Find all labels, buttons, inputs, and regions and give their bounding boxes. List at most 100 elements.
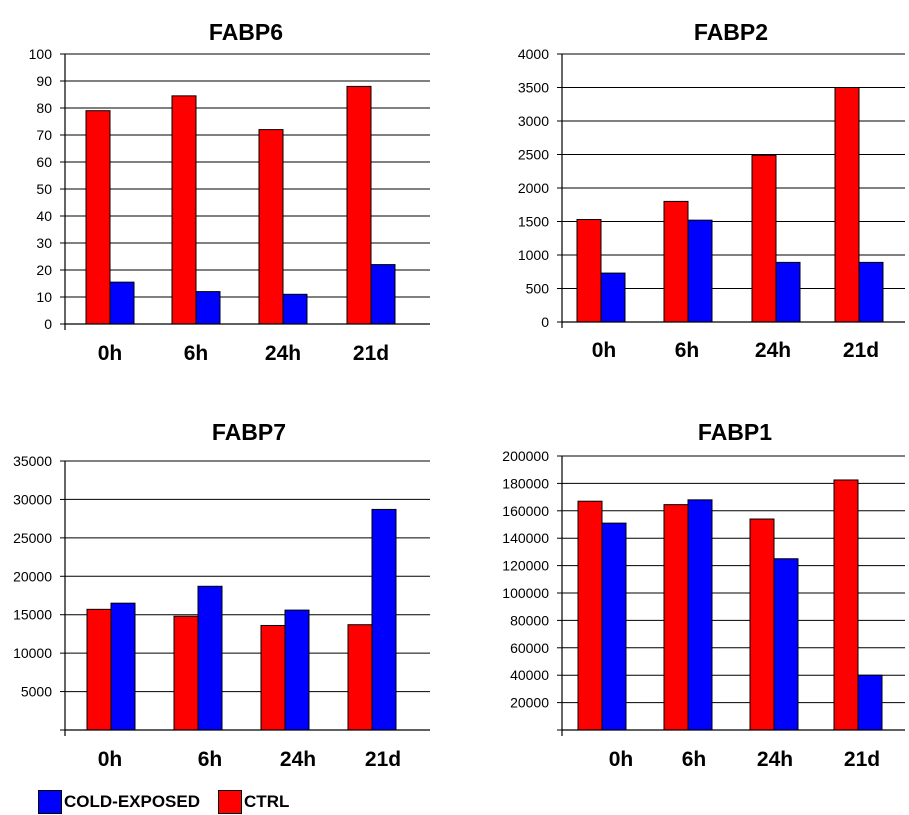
bar-ctrl-24h [749,518,775,731]
legend-item-ctrl: CTRL [218,790,289,814]
y-tick-label: 1000 [518,247,549,263]
legend-item-cold: COLD-EXPOSED [38,790,200,814]
chart-title: FABP1 [698,419,772,445]
x-tick-label: 24h [265,342,301,365]
y-tick-label: 2000 [518,180,549,196]
chart-panel-fabp7: FABP7 5000 10000 15000 20000 25000 30000 35000 0… [13,419,430,771]
bar-ctrl-21d [833,479,859,731]
x-tick-label: 21d [843,339,879,362]
y-tick-label: 0 [541,314,549,330]
x-tick-label: 21d [844,748,880,771]
y-tick-label: 3000 [518,113,549,129]
legend-swatch-cold [38,790,62,814]
bar-cold-exposed-24h [284,609,310,731]
bar-cold-exposed-24h [773,558,799,731]
legend-label-cold: COLD-EXPOSED [64,792,201,811]
bar-cold-exposed-21d [370,264,396,325]
x-tick-label: 0h [609,748,634,771]
bar-cold-exposed-0h [109,281,135,325]
bar-cold-exposed-24h [775,261,801,323]
bar-cold-exposed-24h [282,293,308,325]
bar-cold-exposed-21d [371,508,397,731]
bar-ctrl-21d [346,85,372,325]
y-tick-label: 70 [36,127,52,143]
y-tick-label: 5000 [21,684,52,700]
chart-legend: COLD-EXPOSED CTRL [38,790,307,814]
bar-cold-exposed-6h [197,585,223,731]
chart-panel-fabp1: FABP1 20000 40000 60000 80000 100000 120000 140… [502,419,905,771]
bar-cold-exposed-0h [110,602,136,731]
x-tick-label: 6h [184,342,209,365]
x-tick-label: 0h [98,342,123,365]
y-tick-label: 140000 [502,530,549,546]
bar-ctrl-6h [173,615,199,731]
legend-label-ctrl: CTRL [244,792,290,811]
y-tick-label: 35000 [13,453,52,469]
bar-ctrl-6h [663,504,689,731]
y-tick-label: 10 [36,289,52,305]
y-tick-label: 40 [36,208,52,224]
chart-panel-fabp6: FABP6 0 10 20 30 40 50 60 70 80 90 100 0h 6h 24h 21d [29,19,430,365]
bar-ctrl-24h [260,624,286,731]
x-tick-label: 24h [755,339,791,362]
y-tick-label: 20000 [13,568,52,584]
bar-ctrl-0h [577,500,603,731]
y-tick-label: 80000 [510,612,549,628]
y-tick-label: 60000 [510,640,549,656]
y-tick-label: 160000 [502,503,549,519]
y-tick-label: 4000 [518,46,549,62]
bar-ctrl-24h [751,154,777,323]
chart-title: FABP2 [694,19,768,45]
y-tick-label: 80 [36,100,52,116]
bar-cold-exposed-0h [601,522,627,731]
x-tick-label: 0h [98,748,123,771]
x-tick-label: 0h [592,339,617,362]
bar-cold-exposed-6h [195,291,221,325]
x-tick-label: 6h [675,339,700,362]
bar-ctrl-0h [576,218,602,323]
y-tick-label: 15000 [13,607,52,623]
bar-ctrl-21d [834,87,860,323]
bar-cold-exposed-21d [858,261,884,323]
bar-cold-exposed-6h [687,499,713,731]
bar-ctrl-6h [171,95,197,325]
y-tick-label: 10000 [13,645,52,661]
x-tick-label: 21d [353,342,389,365]
y-tick-label: 180000 [502,475,549,491]
y-tick-label: 100 [29,46,53,62]
bar-cold-exposed-6h [687,219,713,323]
y-tick-label: 60 [36,154,52,170]
y-tick-label: 1500 [518,214,549,230]
y-tick-label: 20000 [510,695,549,711]
bar-cold-exposed-21d [857,674,883,731]
legend-swatch-ctrl [218,790,243,814]
chart-title: FABP6 [209,19,283,45]
y-tick-label: 20 [36,262,52,278]
bar-ctrl-24h [258,129,284,325]
y-tick-label: 40000 [510,667,549,683]
y-tick-label: 3500 [518,80,549,96]
y-tick-label: 90 [36,73,52,89]
bar-ctrl-21d [347,624,373,731]
x-tick-label: 6h [682,748,707,771]
y-tick-label: 120000 [502,558,549,574]
y-tick-label: 25000 [13,530,52,546]
y-tick-label: 100000 [502,585,549,601]
bar-ctrl-6h [663,200,689,323]
y-tick-label: 50 [36,181,52,197]
bar-cold-exposed-0h [600,272,626,323]
y-tick-label: 30000 [13,491,52,507]
x-tick-label: 24h [757,748,793,771]
y-tick-label: 30 [36,235,52,251]
x-tick-label: 6h [198,748,223,771]
bar-ctrl-0h [86,608,112,731]
y-tick-label: 2500 [518,147,549,163]
y-tick-label: 0 [44,316,52,332]
y-tick-label: 200000 [502,448,549,464]
chart-panel-fabp2: FABP2 0 500 1000 1500 2000 2500 3000 3500 4000 0h 6… [518,19,905,362]
chart-title: FABP7 [212,419,286,445]
x-tick-label: 24h [280,748,316,771]
y-tick-label: 500 [526,281,550,297]
x-tick-label: 21d [365,748,401,771]
